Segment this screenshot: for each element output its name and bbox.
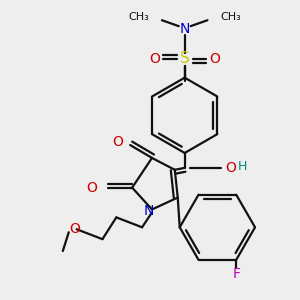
Text: O: O: [69, 222, 80, 236]
Text: F: F: [232, 267, 240, 281]
Text: N: N: [144, 204, 154, 218]
Text: O: O: [112, 135, 123, 149]
Text: CH₃: CH₃: [128, 12, 149, 22]
Text: O: O: [225, 161, 236, 175]
Text: CH₃: CH₃: [220, 12, 241, 22]
Text: N: N: [179, 22, 190, 36]
Text: O: O: [209, 52, 220, 66]
Text: H: H: [238, 160, 248, 173]
Text: S: S: [180, 51, 190, 66]
Text: O: O: [87, 181, 98, 195]
Text: O: O: [149, 52, 161, 66]
